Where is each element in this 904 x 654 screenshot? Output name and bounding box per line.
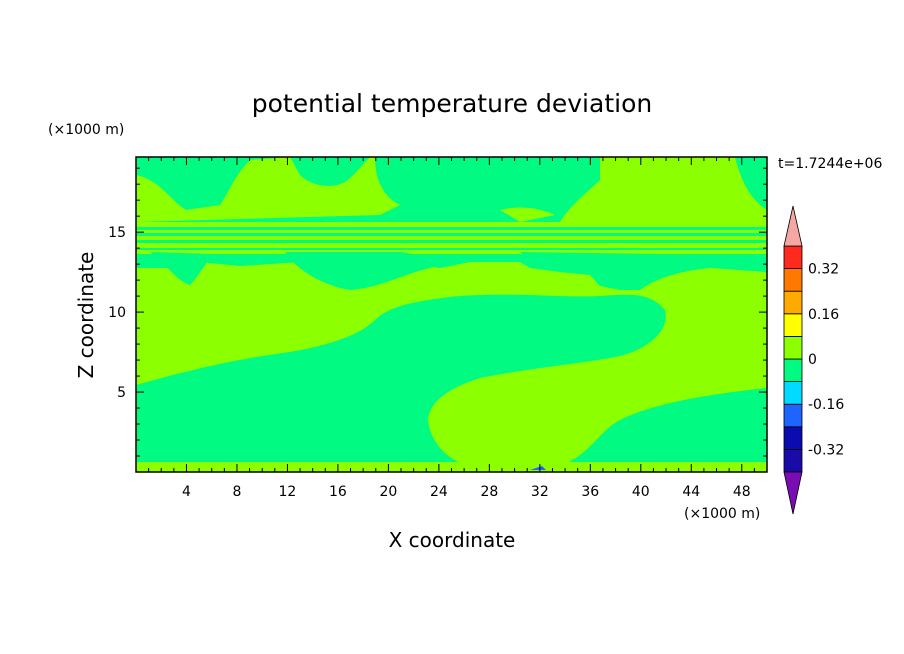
colorbar-segment [783,426,803,450]
x-tick-label: 48 [733,484,751,500]
negative-pocket-1 [150,252,215,285]
positive-region-main [136,262,767,466]
x-tick-label: 32 [531,484,549,500]
colorbar-segment [783,313,803,337]
negative-pocket-3 [520,252,660,272]
contour-field [136,157,767,472]
colorbar: 0.32 0.16 0 -0.16 -0.32 [783,205,844,515]
stripe-2 [136,230,767,233]
colorbar-over-triangle [783,205,803,247]
x-tick-label: 16 [329,484,347,500]
colorbar-segment [783,358,803,383]
colorbar-segment [783,245,803,270]
positive-region-upper-right [560,157,767,222]
x-tick-label: 36 [581,484,599,500]
y-axis-ticks: 5 10 15 [108,167,767,457]
colorbar-tick-label: 0.32 [808,262,839,278]
colorbar-under-triangle [783,471,803,515]
colorbar-segment [783,268,803,292]
stripe-1 [136,222,767,227]
x-tick-label: 8 [232,484,241,500]
positive-region-upper-right-b [500,207,555,222]
x-tick-label: 20 [379,484,397,500]
time-label: t=1.7244e+06 [778,156,882,172]
positive-region-upper-left [136,157,400,222]
y-tick-label: 15 [108,225,126,241]
colorbar-segment [783,335,803,360]
x-axis-label: X coordinate [389,528,516,552]
y-unit-label: (×1000 m) [48,122,124,138]
x-axis-ticks: 4 8 12 16 20 24 28 32 36 40 44 48 [148,157,755,500]
x-tick-label: 12 [279,484,297,500]
stripe-4 [136,243,767,248]
y-tick-label: 5 [117,385,126,401]
stripe-3 [136,236,767,240]
colorbar-segment [783,381,803,405]
bottom-layer [136,462,767,472]
y-axis-label: Z coordinate [74,252,98,379]
x-tick-label: 4 [182,484,191,500]
stripe-5 [136,250,767,254]
colorbar-tick-label: 0.16 [808,307,839,323]
colorbar-segment [783,290,803,315]
x-tick-label: 44 [682,484,700,500]
x-tick-label: 24 [430,484,448,500]
colorbar-tick-label: 0 [808,352,817,368]
colorbar-segment [783,448,803,473]
colorbar-tick-label: -0.16 [808,397,844,413]
colorbar-tick-label: -0.32 [808,442,844,458]
x-unit-label: (×1000 m) [684,506,760,522]
bottom-blue-spot [530,466,546,470]
colorbar-segment [783,403,803,428]
negative-pocket-2 [285,252,435,290]
chart-title: potential temperature deviation [252,89,652,118]
x-tick-label: 28 [480,484,498,500]
x-tick-label: 40 [632,484,650,500]
y-tick-label: 10 [108,305,126,321]
